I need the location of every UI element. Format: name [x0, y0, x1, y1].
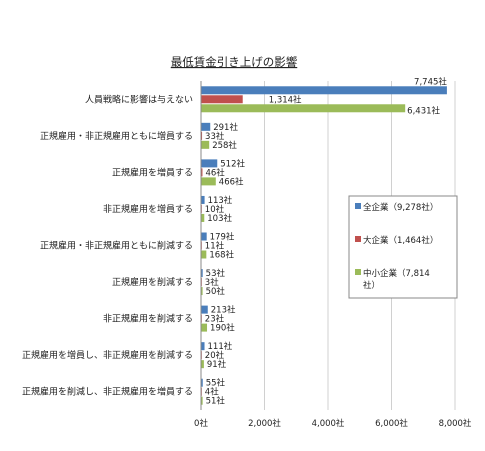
- bar: [201, 232, 207, 241]
- bar: [201, 305, 208, 314]
- bar: [201, 213, 205, 222]
- category-label: 非正規雇用を削減する: [103, 313, 193, 325]
- data-label: 91社: [207, 359, 227, 370]
- bar: [201, 86, 447, 95]
- bar: [201, 378, 203, 387]
- legend-swatch: [355, 269, 361, 275]
- bar: [201, 396, 203, 405]
- bar: [201, 287, 203, 296]
- legend-swatch: [355, 203, 361, 209]
- category-label: 正規雇用を増員し、非正規雇用を削減する: [22, 349, 193, 361]
- category-label: 正規雇用を増員する: [112, 166, 193, 178]
- data-label: 10社: [205, 204, 225, 215]
- chart-title: 最低賃金引き上げの影響: [171, 55, 298, 69]
- data-label: 51社: [206, 396, 226, 407]
- bar: [201, 104, 406, 113]
- legend-entry: 社）: [363, 280, 380, 291]
- bar: [201, 177, 216, 186]
- data-label: 4社: [205, 387, 219, 398]
- bar: [201, 269, 203, 278]
- data-label: 168社: [209, 250, 234, 261]
- category-label: 正規雇用を削減し、非正規雇用を増員する: [22, 386, 193, 398]
- data-label: 258社: [212, 140, 237, 151]
- x-axis-ticks: 0社 2,000社 4,000社 6,000社 8,000社: [194, 418, 472, 429]
- data-label: 291社: [213, 122, 238, 133]
- bar: [201, 159, 218, 168]
- data-label: 7,745社: [414, 76, 447, 87]
- x-tick-label: 4,000社: [312, 418, 345, 429]
- category-label: 正規雇用・非正規雇用ともに増員する: [40, 130, 193, 142]
- bar: [201, 95, 243, 104]
- data-label: 179社: [210, 232, 235, 243]
- data-label: 20社: [205, 350, 225, 361]
- data-label: 50社: [206, 286, 226, 297]
- x-tick-label: 8,000社: [439, 418, 472, 429]
- legend-entry: 大企業（1,464社）: [363, 235, 438, 246]
- bar: [201, 250, 207, 259]
- category-label: 正規雇用・非正規雇用ともに削減する: [40, 240, 193, 252]
- bar: [201, 122, 211, 131]
- data-label: 33社: [205, 131, 225, 142]
- legend-entry: 全企業（9,278社）: [363, 202, 438, 213]
- bar: [201, 168, 203, 177]
- data-label: 1,314社: [269, 94, 302, 105]
- category-label: 人員戦略に影響は与えない: [85, 93, 193, 105]
- data-label: 213社: [211, 305, 236, 316]
- data-label: 190社: [210, 323, 235, 334]
- data-label: 466社: [219, 176, 244, 187]
- bar: [201, 360, 204, 369]
- bar: [201, 140, 210, 149]
- data-label: 111社: [208, 341, 233, 352]
- bar: [201, 195, 205, 204]
- x-tick-label: 6,000社: [375, 418, 408, 429]
- data-label: 3社: [205, 277, 219, 288]
- data-label: 103社: [207, 213, 232, 224]
- bar: [201, 342, 205, 351]
- x-tick-label: 0社: [194, 418, 208, 429]
- category-label: 非正規雇用を増員する: [103, 203, 193, 215]
- x-tick-label: 2,000社: [248, 418, 281, 429]
- data-label: 55社: [206, 378, 226, 389]
- legend-swatch: [355, 236, 361, 242]
- bar: [201, 323, 208, 332]
- data-label: 113社: [208, 195, 233, 206]
- legend-entry: 中小企業（7,814: [363, 268, 430, 279]
- data-label: 11社: [205, 241, 225, 252]
- category-labels: 人員戦略に影響は与えない正規雇用・非正規雇用ともに増員する正規雇用を増員する非正…: [22, 93, 193, 397]
- data-label: 53社: [206, 268, 226, 279]
- data-label: 23社: [205, 314, 225, 325]
- data-label: 6,431社: [407, 105, 440, 116]
- data-label: 512社: [220, 158, 245, 169]
- bar: [201, 131, 203, 140]
- category-label: 正規雇用を削減する: [112, 276, 193, 288]
- legend-box: [348, 195, 458, 299]
- data-label: 46社: [205, 167, 225, 178]
